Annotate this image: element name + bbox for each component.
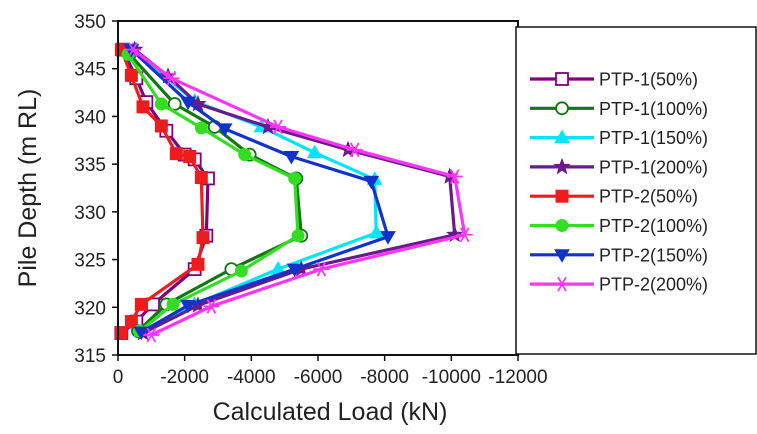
x-tick-label: 0 — [113, 367, 124, 388]
legend-label: PTP-2(50%) — [599, 187, 698, 207]
data-point — [446, 169, 463, 184]
legend-swatch-marker — [553, 157, 571, 175]
legend-swatch-marker — [554, 249, 570, 263]
legend-swatch-marker — [555, 72, 569, 86]
data-point — [346, 142, 363, 158]
y-tick-label: 320 — [74, 298, 106, 319]
series-layer — [114, 40, 473, 343]
legend-swatch-marker — [555, 101, 569, 116]
y-tick-label: 325 — [74, 251, 106, 272]
legend-label: PTP-1(200%) — [599, 157, 708, 177]
legend-label: PTP-2(150%) — [599, 245, 708, 265]
data-point — [238, 148, 252, 162]
data-point — [288, 171, 302, 185]
y-axis-title: Pile Depth (m RL) — [14, 89, 42, 288]
legend: PTP-1(50%) PTP-1(100%) PTP-1(150%) PTP-1(20… — [515, 26, 757, 355]
legend-item: PTP-1(50%) — [530, 70, 698, 90]
data-point — [380, 231, 396, 245]
legend-swatch-marker — [555, 189, 569, 203]
y-tick-label: 350 — [74, 12, 106, 33]
data-point — [363, 175, 380, 190]
x-tick-label: -12000 — [488, 367, 547, 388]
data-point — [194, 121, 208, 135]
data-point — [167, 97, 182, 111]
x-tick-label: -8000 — [360, 367, 409, 388]
legend-swatch-marker — [554, 276, 570, 292]
x-tick-label: -4000 — [227, 367, 276, 388]
data-point — [191, 257, 205, 271]
legend-item: PTP-1(200%) — [530, 157, 708, 177]
legend-swatch-marker — [554, 129, 570, 144]
data-point — [183, 150, 197, 164]
data-point — [154, 97, 168, 111]
series-PTP-2(200%) — [125, 42, 473, 343]
data-point — [313, 261, 330, 277]
x-tick-label: -10000 — [422, 367, 481, 388]
tick-layer: 0 -2000 -4000 -6000 -8000 -10000 -12000 315 320 3… — [74, 12, 547, 388]
data-point — [196, 231, 210, 245]
x-tick-label: -2000 — [160, 367, 209, 388]
legend-item: PTP-2(50%) — [530, 187, 698, 207]
legend-item: PTP-1(100%) — [530, 99, 708, 119]
data-point — [216, 123, 233, 137]
data-point — [166, 297, 180, 311]
data-point — [180, 299, 196, 314]
data-point — [306, 144, 323, 159]
legend-item: PTP-1(150%) — [530, 128, 708, 148]
legend-label: PTP-2(200%) — [599, 275, 708, 295]
legend-item: PTP-2(200%) — [530, 275, 708, 295]
x-axis-title: Calculated Load (kN) — [213, 398, 448, 426]
data-point — [125, 42, 141, 58]
data-point — [169, 147, 183, 161]
data-point — [134, 297, 148, 311]
y-tick-label: 315 — [74, 346, 106, 367]
y-tick-label: 330 — [74, 203, 106, 224]
legend-label: PTP-1(50%) — [599, 70, 698, 90]
data-point — [136, 100, 150, 114]
data-point — [163, 70, 180, 86]
data-point — [368, 224, 385, 239]
series-PTP-2(50%) — [114, 43, 210, 340]
y-tick-label: 340 — [74, 107, 106, 128]
data-point — [283, 151, 300, 165]
x-tick-label: -6000 — [294, 367, 343, 388]
data-point — [194, 171, 208, 185]
data-point — [154, 119, 168, 133]
legend-label: PTP-1(100%) — [599, 99, 708, 119]
series-PTP-2(150%) — [123, 44, 396, 341]
legend-item: PTP-2(100%) — [530, 216, 708, 236]
legend-label: PTP-2(100%) — [599, 216, 708, 236]
legend-label: PTP-1(150%) — [599, 128, 708, 148]
data-point — [270, 119, 286, 135]
y-tick-label: 335 — [74, 155, 106, 176]
data-point — [124, 315, 138, 329]
data-point — [456, 227, 473, 243]
series-PTP-2(100%) — [121, 47, 305, 338]
y-tick-label: 345 — [74, 60, 106, 81]
data-point — [203, 298, 220, 314]
data-point — [291, 229, 305, 243]
data-point — [234, 264, 248, 278]
data-point — [133, 326, 150, 341]
data-point — [143, 327, 160, 343]
data-point — [180, 96, 196, 111]
legend-item: PTP-2(150%) — [530, 245, 708, 265]
data-point — [124, 68, 138, 82]
data-point — [286, 263, 303, 278]
legend-swatch-marker — [555, 219, 569, 232]
